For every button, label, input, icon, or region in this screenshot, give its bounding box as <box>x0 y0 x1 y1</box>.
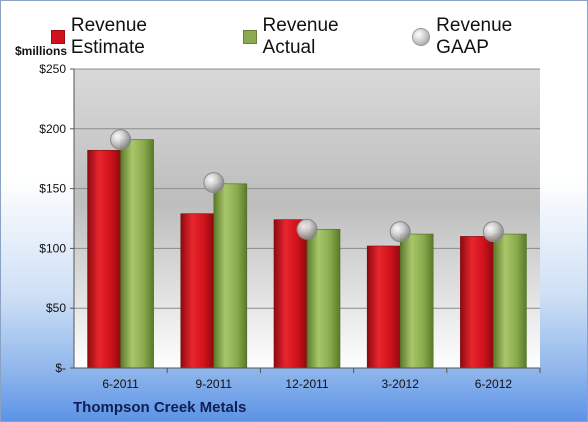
legend-item-gaap: Revenue GAAP <box>412 15 569 59</box>
legend-swatch-estimate <box>51 30 65 44</box>
legend-label-gaap: Revenue GAAP <box>436 15 513 58</box>
gaap-marker <box>296 218 318 240</box>
gaap-marker <box>482 221 504 243</box>
bar-revenue-estimate <box>273 219 308 369</box>
bar-revenue-actual <box>306 228 341 369</box>
bar-revenue-estimate <box>460 236 494 369</box>
bar-revenue-estimate <box>87 150 121 369</box>
gaap-marker <box>110 129 132 151</box>
bar-revenue-actual <box>399 233 434 369</box>
bar-revenue-actual <box>493 233 527 369</box>
y-tick-label: $- <box>55 361 66 375</box>
x-tick-label: 9-2011 <box>196 377 233 391</box>
bar-revenue-actual <box>120 139 154 369</box>
legend: Revenue Estimate Revenue Actual Revenue … <box>51 15 587 59</box>
y-axis-label: $millions <box>15 44 67 58</box>
gaap-markers <box>110 129 504 243</box>
x-tick-label: 3-2012 <box>382 377 420 391</box>
x-tick-label: 6-2011 <box>102 377 139 391</box>
x-tick-label: 12-2011 <box>285 377 328 391</box>
x-tick-label: 6-2012 <box>475 377 513 391</box>
bars <box>87 139 527 369</box>
y-tick-label: $200 <box>39 122 66 136</box>
legend-bubble-gaap <box>412 28 431 46</box>
legend-label-actual: Revenue Actual <box>262 15 339 58</box>
gaap-marker <box>203 172 225 194</box>
legend-item-actual: Revenue Actual <box>242 15 395 59</box>
bar-revenue-estimate <box>366 245 401 369</box>
x-axis: 6-2011 9-2011 12-2011 3-2012 6-2012 <box>74 367 541 391</box>
legend-label-estimate: Revenue Estimate <box>70 15 147 58</box>
bar-revenue-actual <box>213 183 248 369</box>
y-axis: $- $50 $100 $150 $200 $250 <box>39 62 75 375</box>
y-tick-label: $250 <box>39 62 66 76</box>
y-tick-label: $100 <box>39 241 66 255</box>
company-name: Thompson Creek Metals <box>73 399 247 416</box>
legend-item-estimate: Revenue Estimate <box>51 15 225 59</box>
bar-revenue-estimate <box>180 213 215 369</box>
gaap-marker <box>389 221 411 243</box>
legend-swatch-actual <box>242 30 257 44</box>
y-tick-label: $50 <box>46 301 66 315</box>
y-tick-label: $150 <box>39 182 66 196</box>
